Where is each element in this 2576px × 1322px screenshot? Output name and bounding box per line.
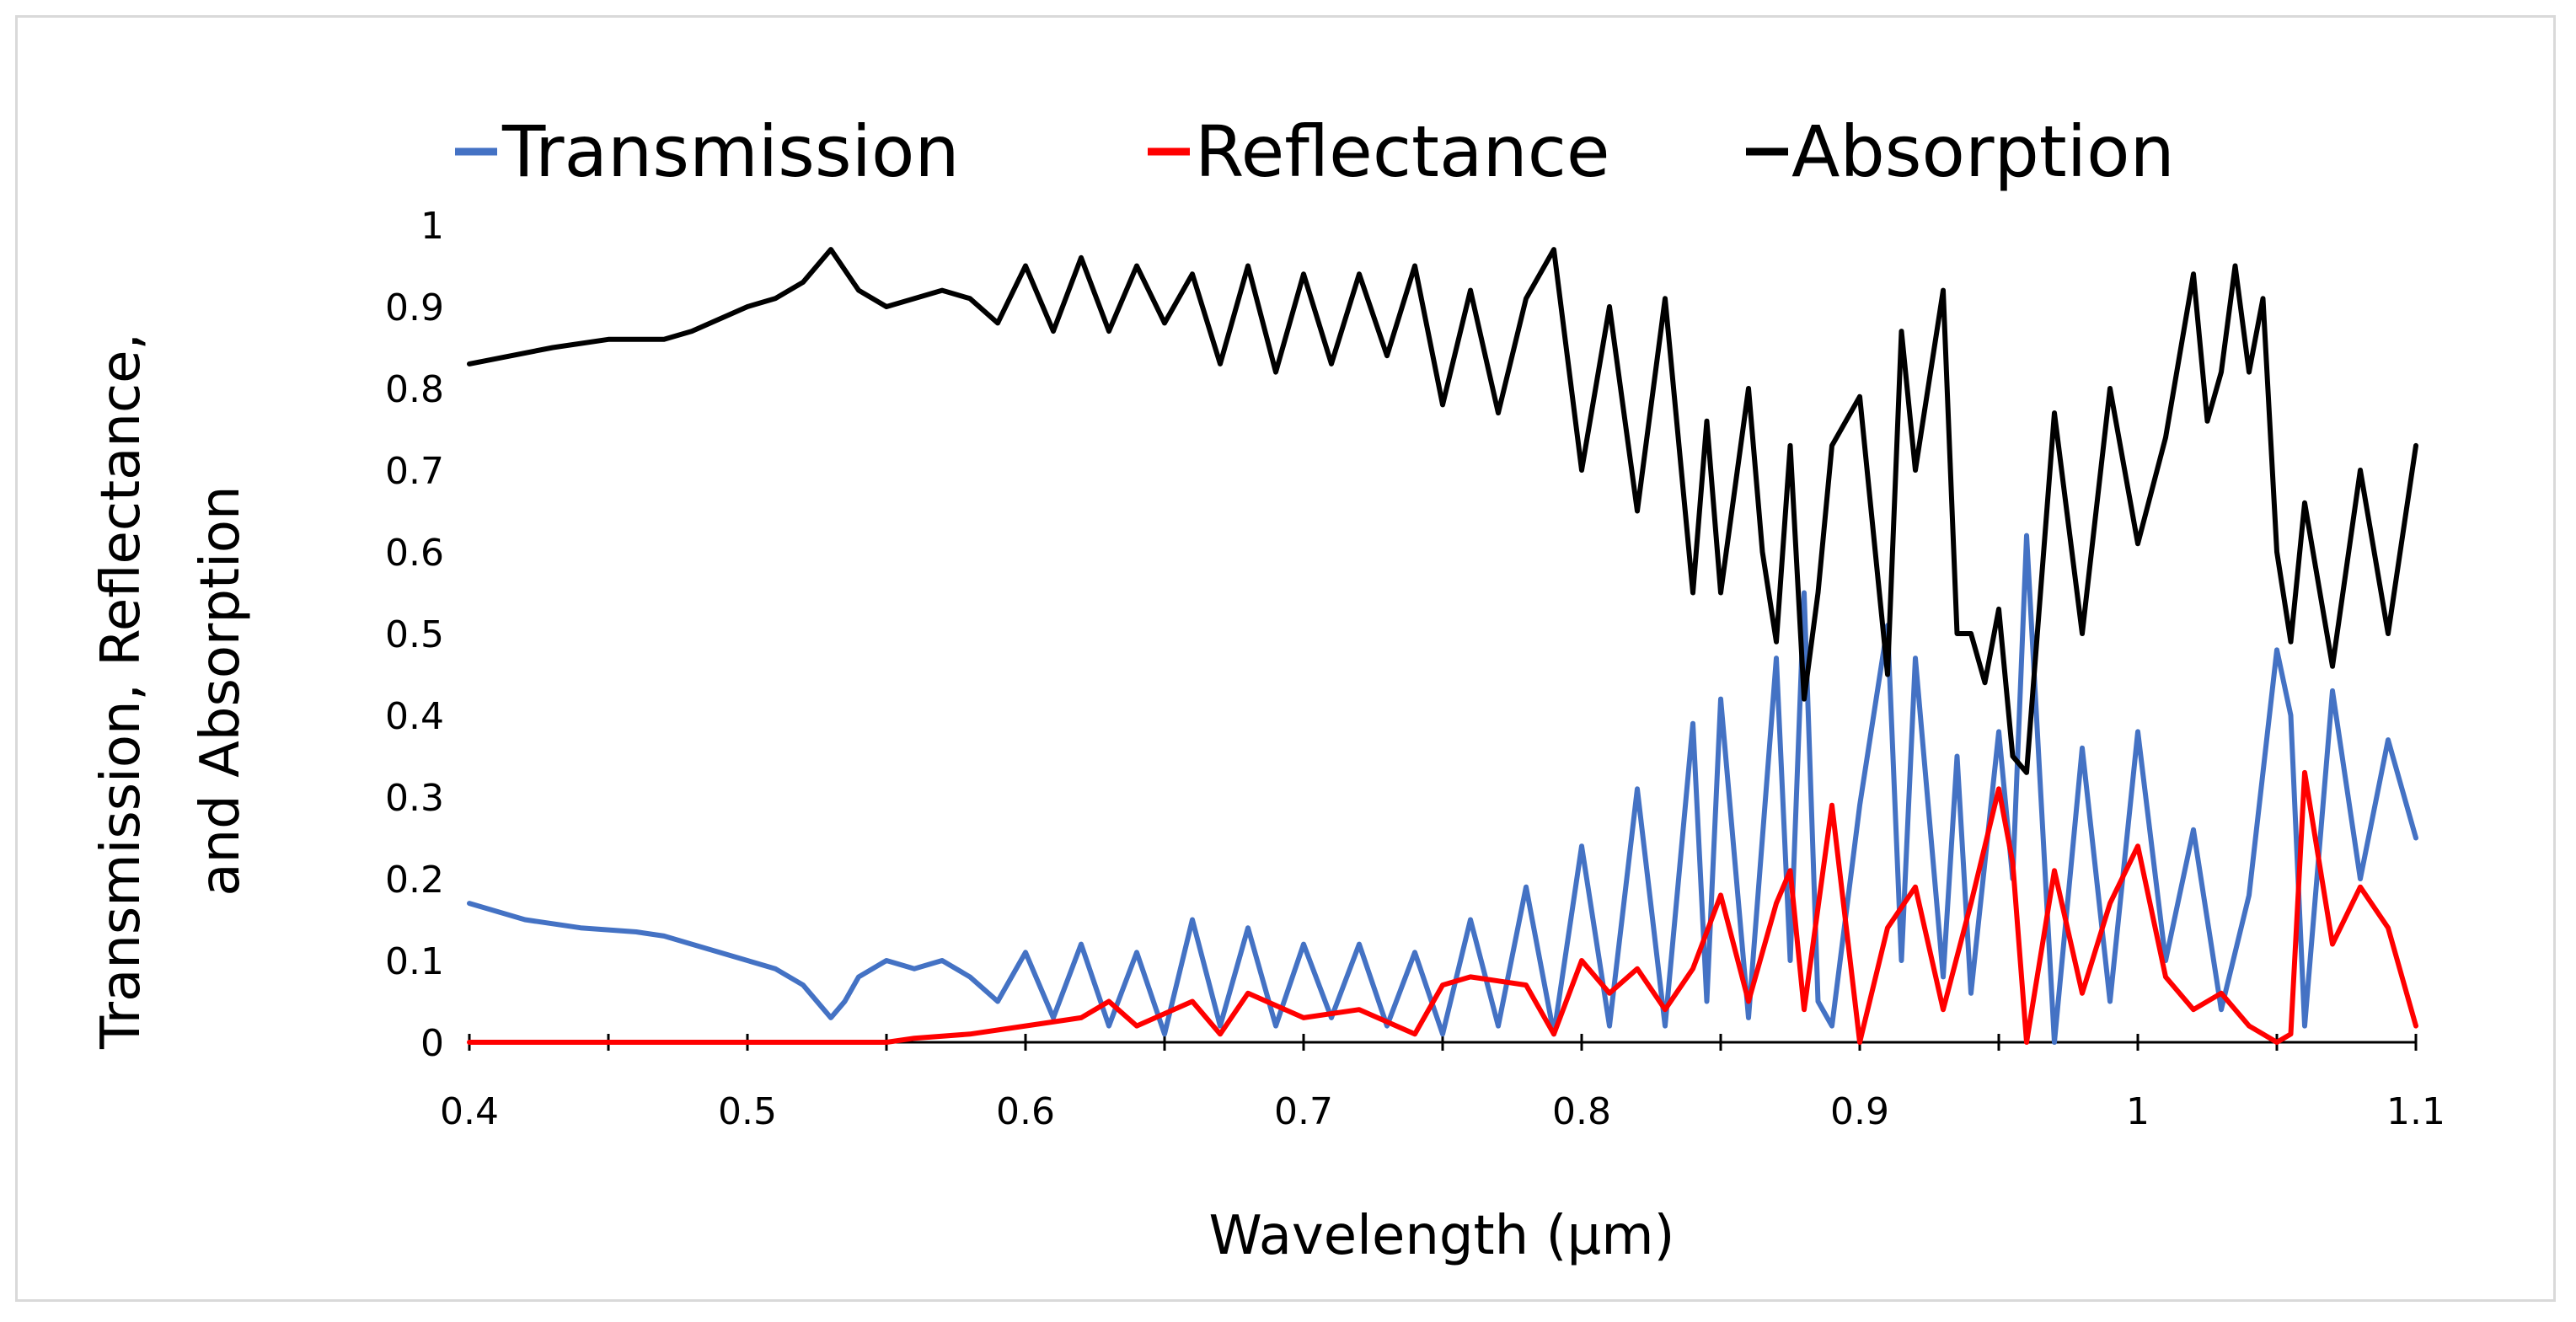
y-tick-label: 0.9: [385, 286, 444, 329]
y-tick-label: 0.8: [385, 368, 444, 411]
legend-item-reflectance: Reflectance: [1148, 110, 1610, 193]
y-axis-title-line-2: and Absorption: [190, 485, 252, 896]
x-tick-label: 0.9: [1830, 1090, 1889, 1133]
legend-label-absorption: Absorption: [1791, 110, 2175, 193]
y-tick-label: 0.1: [385, 940, 444, 983]
x-tick-label: 1.1: [2386, 1090, 2445, 1133]
x-tick-label: 0.5: [718, 1090, 777, 1133]
y-tick-label: 0.7: [385, 450, 444, 493]
y-tick-label: 1: [420, 205, 444, 248]
legend-label-reflectance: Reflectance: [1195, 110, 1610, 193]
y-tick-label: 0.2: [385, 859, 444, 902]
legend: Transmission Reflectance Absorption: [455, 110, 2175, 193]
series-line-absorption: [467, 247, 2418, 775]
x-tick-label: 0.4: [440, 1090, 499, 1133]
series-line-reflectance: [467, 769, 2418, 1045]
y-axis-title-line-1: Transmission, Reflectance,: [90, 333, 153, 1050]
x-axis-title: Wavelength (µm): [1209, 1205, 1675, 1267]
legend-item-transmission: Transmission: [455, 110, 960, 193]
chart-frame: [15, 15, 2556, 1302]
series-line-transmission: [467, 533, 2418, 1045]
series-group: [467, 247, 2418, 1045]
x-tick-label: 0.8: [1552, 1090, 1611, 1133]
y-tick-label: 0: [420, 1022, 444, 1065]
legend-label-transmission: Transmission: [501, 110, 960, 193]
y-tick-label: 0.4: [385, 695, 444, 738]
y-tick-label: 0.3: [385, 777, 444, 820]
x-ticks: 0.4 0.5 0.6 0.7 0.8 0.9 1 1.1: [440, 1034, 2445, 1133]
legend-item-absorption: Absorption: [1746, 110, 2175, 193]
y-tick-label: 0.5: [385, 613, 444, 656]
y-ticks: 0 0.1 0.2 0.3 0.4 0.5 0.6 0.7 0.8 0.9 1: [385, 205, 444, 1065]
y-tick-label: 0.6: [385, 532, 444, 575]
x-tick-label: 0.7: [1274, 1090, 1333, 1133]
x-tick-label: 1: [2126, 1090, 2150, 1133]
x-tick-label: 0.6: [996, 1090, 1055, 1133]
